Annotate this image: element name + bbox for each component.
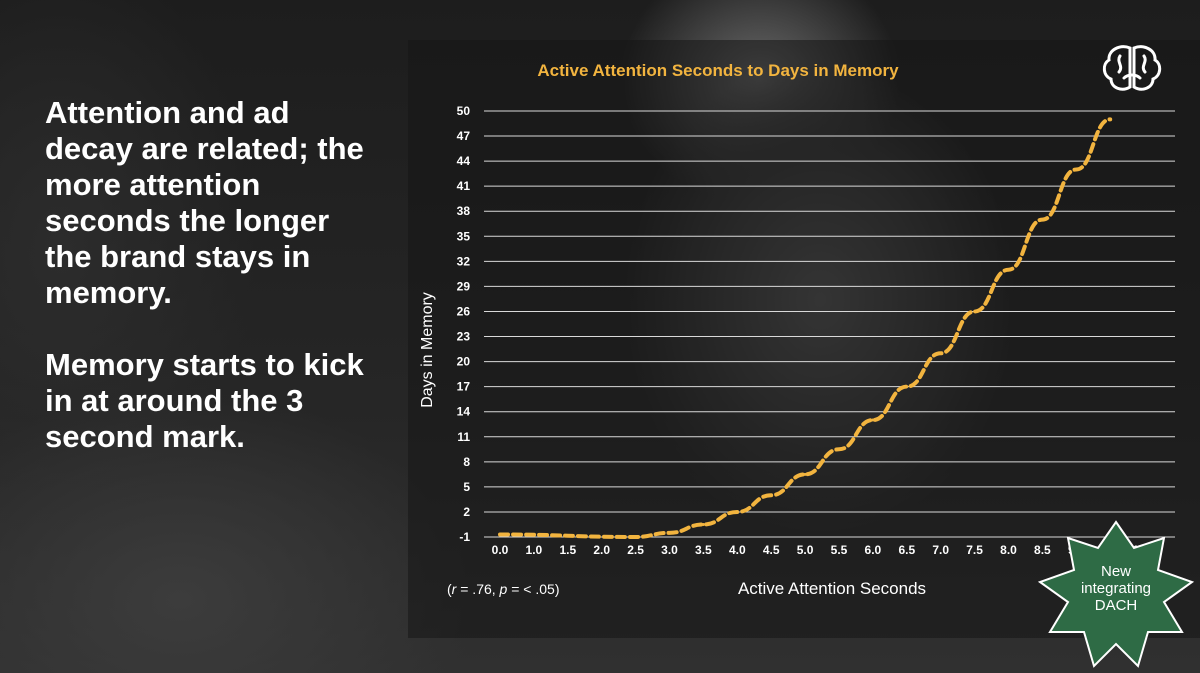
- y-tick-label: 38: [457, 204, 471, 218]
- y-tick-label: 20: [457, 355, 471, 369]
- x-tick-label: 2.0: [593, 543, 610, 557]
- y-tick-label: -1: [459, 530, 470, 544]
- data-point: [837, 447, 841, 451]
- x-tick-label: 2.5: [627, 543, 644, 557]
- x-tick-label: 6.5: [898, 543, 915, 557]
- paragraph-attention: Attention and ad decay are related; the …: [45, 95, 364, 310]
- data-point: [1074, 167, 1078, 171]
- data-point: [1040, 218, 1044, 222]
- data-point: [701, 522, 705, 526]
- x-tick-label: 1.0: [526, 543, 543, 557]
- badge-text: New integrating DACH: [1080, 563, 1152, 614]
- y-tick-label: 26: [457, 304, 471, 318]
- data-point: [905, 385, 909, 389]
- data-point: [973, 309, 977, 313]
- series-line: [498, 117, 1113, 540]
- y-tick-label: 41: [457, 179, 471, 193]
- data-point: [634, 535, 638, 539]
- chart-title: Active Attention Seconds to Days in Memo…: [537, 61, 899, 80]
- paragraph-memory: Memory starts to kick in at around the 3…: [45, 347, 364, 454]
- y-tick-label: 17: [457, 380, 471, 394]
- y-tick-label: 32: [457, 254, 471, 268]
- data-point: [1007, 268, 1010, 272]
- brain-icon: [1102, 45, 1162, 91]
- x-tick-label: 8.5: [1034, 543, 1051, 557]
- data-point: [498, 532, 502, 536]
- y-tick-label: 5: [463, 480, 470, 494]
- y-tick-label: 44: [457, 154, 471, 168]
- x-tick-label: 5.0: [797, 543, 814, 557]
- x-tick-label: 4.5: [763, 543, 780, 557]
- y-tick-label: 29: [457, 279, 471, 293]
- x-tick-label: 3.0: [661, 543, 678, 557]
- x-tick-label: 3.5: [695, 543, 712, 557]
- y-tick-label: 23: [457, 330, 471, 344]
- data-point: [871, 418, 875, 422]
- y-tick-label: 50: [457, 104, 471, 118]
- data-point: [803, 472, 807, 476]
- stat-note-r: r: [451, 581, 457, 597]
- x-tick-label: 1.5: [559, 543, 576, 557]
- y-tick-label: 35: [457, 229, 471, 243]
- x-tick-label: 7.5: [966, 543, 983, 557]
- y-tick-label: 2: [463, 505, 470, 519]
- stat-note-r-value: = .76,: [456, 581, 500, 597]
- left-text-block: Attention and ad decay are related; the …: [45, 95, 375, 491]
- statistic-note: (r = .76, p = < .05): [447, 581, 560, 597]
- x-tick-label: 0.0: [492, 543, 509, 557]
- x-axis-label: Active Attention Seconds: [738, 579, 926, 598]
- chart-plot: -1 2 5 8 11 14 17 20 23 26 29 32 35 38 41 44 47 50 0.0 1.0…: [419, 104, 1175, 598]
- x-tick-label: 6.0: [865, 543, 882, 557]
- x-tick-label: 5.5: [831, 543, 848, 557]
- data-point: [735, 510, 739, 514]
- y-axis-label: Days in Memory: [419, 292, 436, 408]
- stat-note-p-value: = < .05): [507, 581, 560, 597]
- stat-note-p: p: [499, 581, 508, 597]
- y-tick-label: 14: [457, 405, 471, 419]
- data-point: [1108, 117, 1112, 121]
- data-point: [769, 493, 773, 497]
- data-point: [939, 351, 943, 355]
- stat-note-prefix: (: [447, 581, 452, 597]
- x-tick-label: 8.0: [1000, 543, 1017, 557]
- x-tick-label: 7.0: [932, 543, 949, 557]
- y-tick-label: 11: [457, 430, 470, 444]
- data-point: [668, 531, 671, 535]
- x-tick-label: 4.0: [729, 543, 746, 557]
- new-badge-star: [1037, 520, 1195, 668]
- y-tick-label: 47: [457, 129, 471, 143]
- y-tick-label: 8: [463, 455, 470, 469]
